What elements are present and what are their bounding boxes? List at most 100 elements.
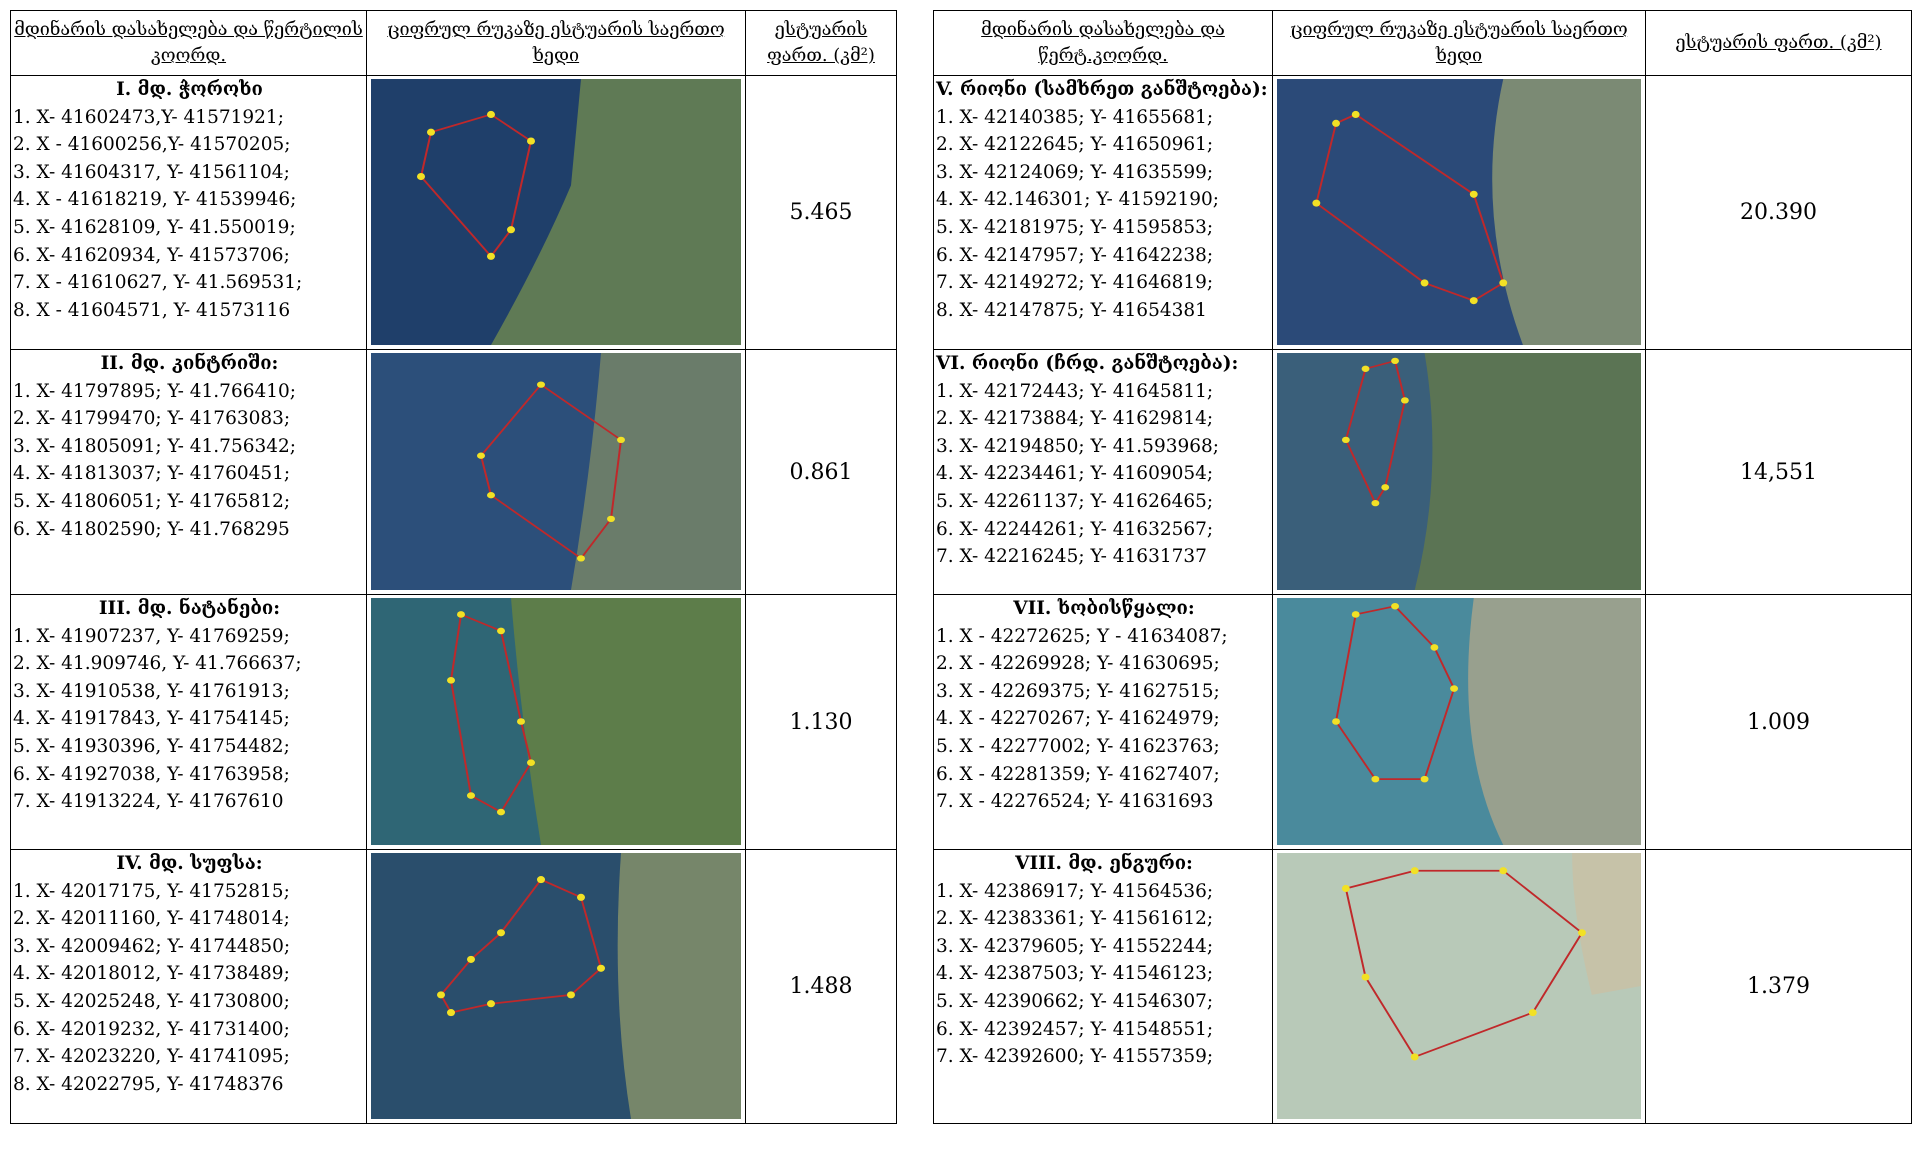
pin	[1342, 885, 1350, 892]
area-cell: 1.488	[746, 850, 897, 1124]
pin	[497, 628, 505, 635]
coordinate: 1. X- 42017175, Y- 41752815;	[13, 878, 366, 906]
coordinate: 4. X - 42270267; Y- 41624979;	[936, 705, 1272, 733]
coordinate: 3. X- 42124069; Y- 41635599;	[936, 159, 1272, 187]
coordinate: 3. X- 42194850; Y- 41.593968;	[936, 433, 1272, 461]
pin	[1312, 200, 1320, 207]
coordinate: 8. X - 41604571, Y- 41573116	[13, 297, 366, 325]
coordinate: 6. X - 42281359; Y- 41627407;	[936, 761, 1272, 789]
coordinate: 2. X - 41600256,Y- 41570205;	[13, 131, 366, 159]
pin	[467, 792, 475, 799]
coordinate: 5. X- 42181975; Y- 41595853;	[936, 214, 1272, 242]
pin	[517, 718, 525, 725]
coordinate: 3. X- 42379605; Y- 41552244;	[936, 933, 1272, 961]
pin	[1529, 1009, 1537, 1016]
coordinates-cell: III. მდ. ნატანები:1. X- 41907237, Y- 417…	[11, 595, 367, 850]
coordinate: 2. X- 42173884; Y- 41629814;	[936, 405, 1272, 433]
coordinate: 5. X- 41806051; Y- 41765812;	[13, 488, 366, 516]
pin	[1362, 366, 1370, 372]
coordinate: 2. X- 41799470; Y- 41763083;	[13, 405, 366, 433]
pin	[597, 965, 605, 972]
pin	[1470, 297, 1478, 304]
river-name: I. მდ. ჭოროხი	[13, 76, 366, 104]
pin	[487, 1000, 495, 1007]
pin	[417, 173, 425, 180]
coordinate: 1. X- 42140385; Y- 41655681;	[936, 104, 1272, 132]
column-header: მდინარის დასახელება და წერტ.კოორდ.	[934, 11, 1273, 76]
coordinate: 7. X - 41610627, Y- 41.569531;	[13, 269, 366, 297]
coordinate: 4. X- 41917843, Y- 41754145;	[13, 705, 366, 733]
coordinate: 8. X- 42022795, Y- 41748376	[13, 1071, 366, 1099]
coordinate: 1. X - 42272625; Y - 41634087;	[936, 623, 1272, 651]
pin	[1430, 644, 1438, 651]
coordinate: 3. X - 42269375; Y- 41627515;	[936, 678, 1272, 706]
spacer	[897, 595, 934, 850]
spacer	[897, 350, 934, 595]
map-cell	[1273, 850, 1646, 1124]
coordinate: 2. X- 42383361; Y- 41561612;	[936, 905, 1272, 933]
river-name: VI. რიონი (ჩრდ. განშტოება):	[936, 350, 1272, 378]
area-cell: 5.465	[746, 76, 897, 350]
coordinate: 1. X- 41797895; Y- 41.766410;	[13, 378, 366, 406]
coordinate: 6. X- 41620934, Y- 41573706;	[13, 242, 366, 270]
coordinate: 7. X- 41913224, Y- 41767610	[13, 788, 366, 816]
pin	[507, 226, 515, 233]
pin	[437, 991, 445, 998]
satellite-map	[1277, 853, 1641, 1119]
coordinate: 5. X- 42390662; Y- 41546307;	[936, 988, 1272, 1016]
header-row: მდინარის დასახელება და წერტილის კოორდ. ც…	[11, 11, 1912, 76]
coordinate: 1. X- 42386917; Y- 41564536;	[936, 878, 1272, 906]
spacer	[897, 850, 934, 1124]
coordinate: 4. X- 42.146301; Y- 41592190;	[936, 186, 1272, 214]
pin	[1578, 929, 1586, 936]
river-name: VIII. მდ. ენგური:	[936, 850, 1272, 878]
coordinate: 1. X- 42172443; Y- 41645811;	[936, 378, 1272, 406]
coordinate: 1. X- 41602473,Y- 41571921;	[13, 104, 366, 132]
pin	[1421, 776, 1429, 783]
pin	[487, 111, 495, 118]
pin	[1391, 358, 1399, 364]
table-row: III. მდ. ნატანები:1. X- 41907237, Y- 417…	[11, 595, 1912, 850]
pin	[1411, 1053, 1419, 1060]
river-name: IV. მდ. სუფსა:	[13, 850, 366, 878]
pin	[1332, 120, 1340, 127]
coordinate: 6. X- 42392457; Y- 41548551;	[936, 1016, 1272, 1044]
table-row: II. მდ. კინტრიში:1. X- 41797895; Y- 41.7…	[11, 350, 1912, 595]
pin	[1450, 685, 1458, 692]
coordinate: 2. X- 42011160, Y- 41748014;	[13, 905, 366, 933]
column-header: ციფრულ რუკაზე ესტუარის საერთო ხედი	[367, 11, 746, 76]
pin	[567, 991, 575, 998]
page: {"header": {"columns": ["მდინარის დასახე…	[0, 0, 1926, 1150]
coordinate: 3. X- 41604317, Y- 41561104;	[13, 159, 366, 187]
area-cell: 1.130	[746, 595, 897, 850]
pin	[1371, 500, 1379, 506]
pin	[487, 492, 495, 498]
satellite-map	[371, 853, 741, 1119]
coordinates-cell: IV. მდ. სუფსა:1. X- 42017175, Y- 4175281…	[11, 850, 367, 1124]
pin	[1352, 111, 1360, 118]
coordinate: 5. X- 41628109, Y- 41.550019;	[13, 214, 366, 242]
coordinate: 3. X- 42009462; Y- 41744850;	[13, 933, 366, 961]
coordinates-cell: VIII. მდ. ენგური:1. X- 42386917; Y- 4156…	[934, 850, 1273, 1124]
pin	[1352, 611, 1360, 618]
coordinate: 2. X - 42269928; Y- 41630695;	[936, 650, 1272, 678]
map-cell	[1273, 595, 1646, 850]
pin	[1401, 397, 1409, 403]
map-cell	[1273, 76, 1646, 350]
coordinate: 2. X- 41.909746, Y- 41.766637;	[13, 650, 366, 678]
coordinate: 7. X - 42276524; Y- 41631693	[936, 788, 1272, 816]
pin	[1470, 191, 1478, 198]
coordinate: 6. X- 41927038, Y- 41763958;	[13, 761, 366, 789]
pin	[457, 611, 465, 618]
satellite-map	[371, 79, 741, 345]
coordinate: 2. X- 42122645; Y- 41650961;	[936, 131, 1272, 159]
coordinate: 6. X- 42147957; Y- 41642238;	[936, 242, 1272, 270]
pin	[467, 956, 475, 963]
map-cell	[367, 76, 746, 350]
pin	[497, 929, 505, 936]
pin	[1391, 603, 1399, 610]
column-header: ესტუარის ფართ. (კმ²)	[746, 11, 897, 76]
coordinates-cell: VI. რიონი (ჩრდ. განშტოება):1. X- 4217244…	[934, 350, 1273, 595]
table-row: IV. მდ. სუფსა:1. X- 42017175, Y- 4175281…	[11, 850, 1912, 1124]
